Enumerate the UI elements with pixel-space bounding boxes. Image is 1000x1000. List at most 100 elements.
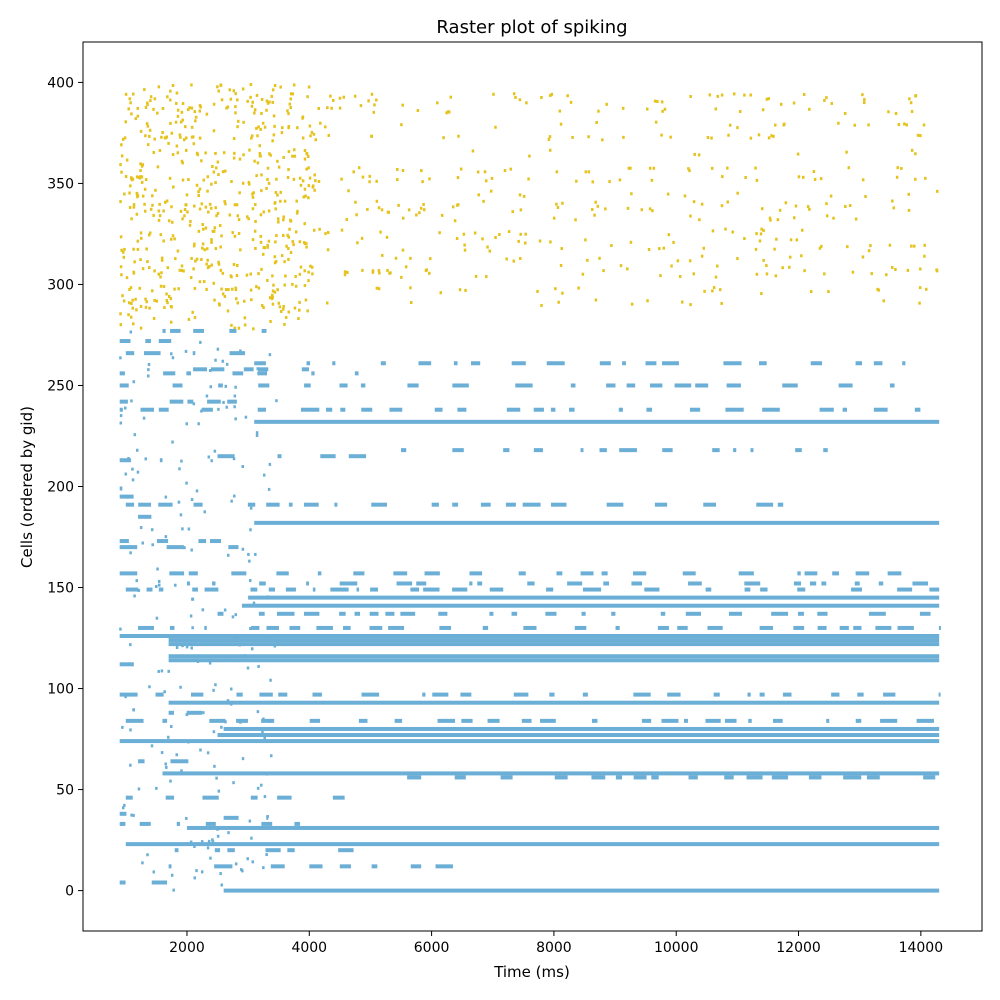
spike-excitatory	[155, 299, 159, 303]
spike-burst	[389, 407, 403, 412]
spike-excitatory	[231, 287, 234, 291]
spike-excitatory	[253, 229, 257, 233]
spike-excitatory	[158, 149, 162, 153]
spike-excitatory	[287, 310, 291, 314]
spike-excitatory	[863, 101, 866, 105]
spike-excitatory	[139, 169, 142, 173]
spike-excitatory	[181, 217, 184, 221]
y-axis-label: Cells (ordered by gid)	[18, 406, 36, 568]
spike-excitatory	[159, 275, 162, 279]
spike-inhibitory	[228, 658, 231, 662]
spike-burst	[438, 611, 448, 616]
spike-excitatory	[700, 202, 704, 206]
spike-burst	[401, 448, 407, 453]
spike-excitatory	[148, 231, 152, 235]
spike-excitatory	[361, 268, 364, 272]
spike-burst	[258, 383, 270, 388]
spike-excitatory	[757, 133, 761, 137]
spike-excitatory	[201, 246, 204, 250]
spike-burst	[250, 587, 258, 592]
spike-excitatory	[301, 116, 304, 120]
spike-excitatory	[140, 180, 144, 184]
spike-burst	[810, 361, 823, 366]
spike-excitatory	[214, 206, 217, 210]
spike-burst	[380, 361, 386, 366]
spike-excitatory	[280, 254, 284, 258]
spike-excitatory	[121, 294, 124, 298]
spike-excitatory	[235, 274, 239, 278]
spike-burst	[570, 383, 576, 388]
spike-inhibitory	[229, 702, 233, 706]
spike-excitatory	[646, 299, 649, 303]
spike-burst	[210, 539, 221, 544]
spike-burst	[312, 692, 322, 697]
spike-burst	[125, 502, 135, 507]
spike-burst	[300, 407, 320, 412]
spike-excitatory	[861, 255, 865, 259]
spike-excitatory	[547, 137, 551, 141]
spike-burst	[603, 581, 610, 586]
spike-excitatory	[485, 275, 488, 279]
spike-excitatory	[286, 109, 289, 113]
spike-excitatory	[120, 248, 123, 252]
spike-excitatory	[268, 296, 272, 300]
spike-excitatory	[120, 154, 124, 158]
spike-excitatory	[887, 110, 890, 114]
spike-excitatory	[736, 257, 739, 261]
spike-excitatory	[181, 178, 185, 182]
spike-inhibitory	[191, 626, 194, 630]
spike-inhibitory	[241, 869, 244, 873]
spike-inhibitory	[157, 579, 161, 583]
spike-inhibitory	[142, 416, 146, 420]
spike-excitatory	[304, 298, 308, 302]
spike-inhibitory	[209, 856, 212, 860]
spike-excitatory	[232, 89, 236, 93]
spike-inhibitory	[123, 803, 126, 807]
spike-excitatory	[273, 124, 276, 128]
spike-inhibitory	[133, 594, 136, 598]
spike-burst	[119, 383, 129, 388]
spike-excitatory	[221, 170, 225, 174]
spike-excitatory	[726, 166, 729, 170]
spike-excitatory	[903, 122, 906, 126]
spike-inhibitory	[217, 789, 221, 793]
spike-excitatory	[375, 199, 379, 203]
spike-excitatory	[803, 269, 806, 273]
spike-excitatory	[765, 272, 769, 276]
spike-excitatory	[802, 175, 805, 179]
spike-burst	[435, 864, 453, 869]
spike-burst	[503, 448, 510, 453]
spike-excitatory	[720, 301, 723, 305]
spike-excitatory	[287, 112, 290, 116]
spike-inhibitory	[175, 646, 179, 650]
spike-excitatory	[223, 294, 227, 298]
spike-excitatory	[415, 213, 418, 217]
spike-excitatory	[651, 209, 654, 213]
spike-excitatory	[301, 179, 305, 183]
spike-burst	[276, 571, 289, 576]
spike-excitatory	[176, 151, 180, 155]
spike-burst	[938, 692, 941, 697]
spike-inhibitory	[246, 666, 250, 670]
spike-excitatory	[689, 94, 692, 98]
spike-inhibitory	[199, 340, 202, 344]
spike-excitatory	[319, 121, 322, 125]
spike-burst	[461, 718, 473, 723]
spike-excitatory	[187, 178, 190, 182]
spike-burst	[527, 581, 535, 586]
x-tick-label: 2000	[169, 940, 205, 956]
x-tick-label: 4000	[291, 940, 327, 956]
spike-burst	[257, 407, 266, 412]
spike-inhibitory	[234, 417, 237, 421]
spike-excitatory	[169, 297, 173, 301]
spike-excitatory	[259, 234, 263, 238]
spike-burst	[667, 692, 681, 697]
spike-burst	[198, 539, 207, 544]
spike-excitatory	[314, 179, 317, 183]
spike-excitatory	[151, 194, 154, 198]
spike-excitatory	[237, 232, 241, 236]
spike-burst	[326, 407, 333, 412]
spike-excitatory	[291, 154, 294, 158]
spike-excitatory	[274, 190, 278, 194]
spike-burst	[723, 361, 742, 366]
